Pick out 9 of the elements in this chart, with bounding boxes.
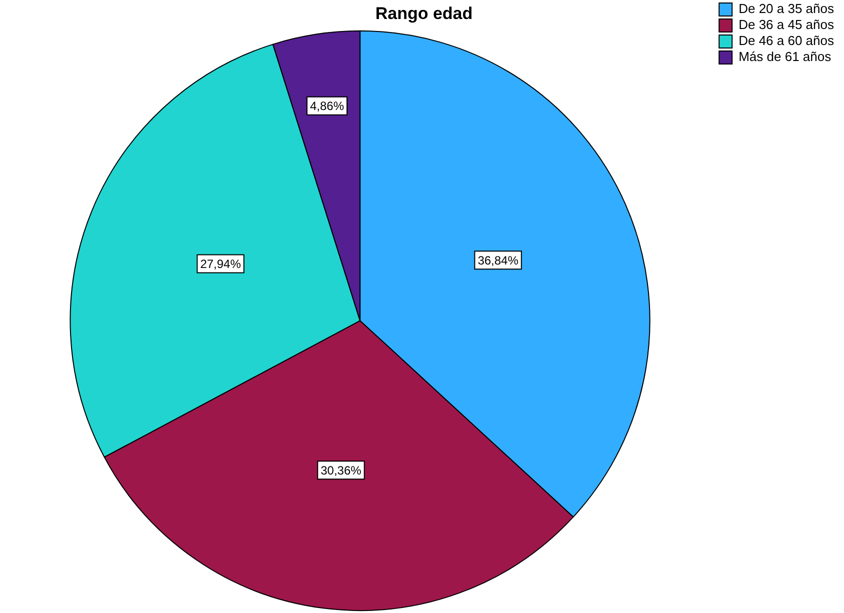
data-label: 30,36%: [320, 463, 362, 478]
data-label: 4,86%: [310, 99, 344, 114]
legend-label: De 20 a 35 años: [738, 1, 834, 16]
data-label: 27,94%: [200, 257, 242, 272]
legend-label: Más de 61 años: [738, 49, 832, 64]
legend-label: De 36 a 45 años: [738, 17, 834, 32]
legend-label: De 46 a 60 años: [738, 33, 834, 48]
chart-title: Rango edad: [375, 4, 473, 23]
data-label: 36,84%: [478, 253, 519, 268]
